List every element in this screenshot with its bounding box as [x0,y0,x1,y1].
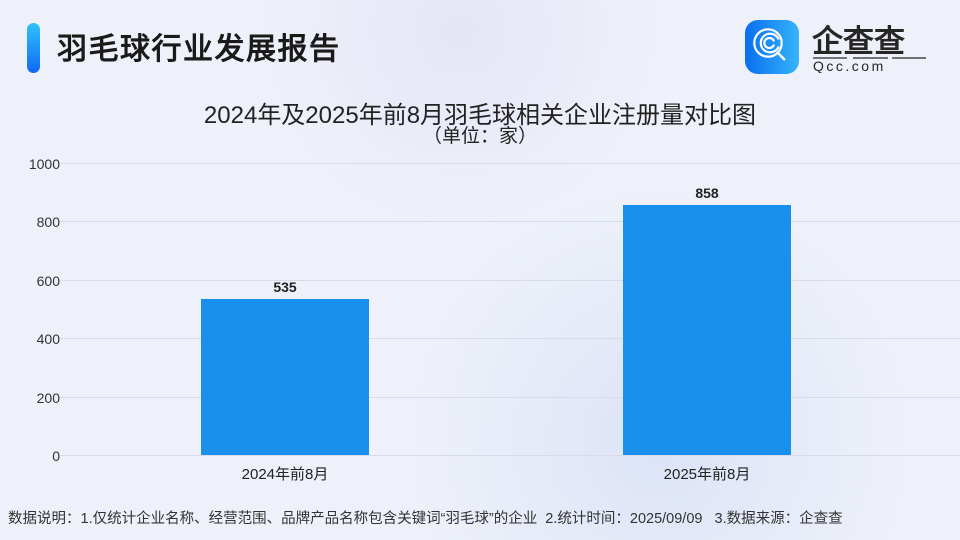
svg-text:Qcc.com: Qcc.com [813,58,886,73]
svg-text:企查查: 企查查 [812,24,905,59]
